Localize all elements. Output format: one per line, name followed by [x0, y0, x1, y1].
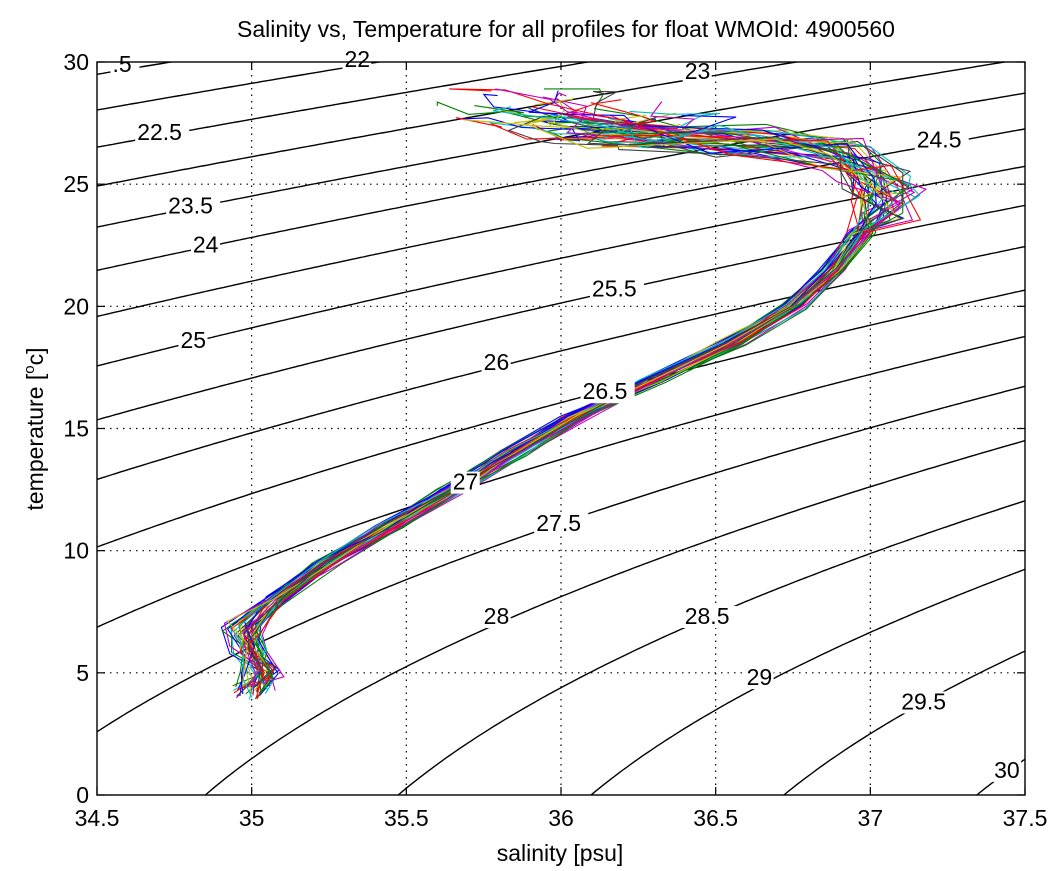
contour-label: 25 [181, 327, 207, 353]
contour-label: 22.5 [137, 119, 182, 145]
contour-label: 29.5 [901, 688, 946, 714]
profile-line [254, 105, 884, 700]
contour-label-bg [589, 278, 644, 301]
contour-label: 26.5 [583, 378, 628, 404]
x-tick-label: 37 [858, 805, 884, 831]
y-tick-label: 20 [63, 293, 89, 319]
density-contour-26-5 [97, 289, 1025, 548]
x-axis-label: salinity [psu] [497, 840, 624, 866]
contour-label-bg [534, 513, 589, 536]
contour-label-bg [481, 605, 511, 628]
contour-label-bg [899, 691, 954, 714]
contour-label: .5 [112, 51, 131, 77]
density-contour-22-5 [97, 62, 592, 148]
contour-label: 24 [193, 232, 219, 258]
x-tick-label: 35 [239, 805, 265, 831]
y-tick-label: 0 [76, 782, 89, 808]
profile-line [226, 119, 900, 686]
ticks: 34.5 35 35.5 36 36.5 37 37.5 0 5 10 15 20 25 30 [63, 49, 1047, 831]
contour-label-bg [914, 129, 969, 152]
x-tick-label: 36 [548, 805, 574, 831]
contour-label-bg [682, 605, 737, 628]
contour-label-bg [450, 471, 480, 494]
y-tick-label: 10 [63, 538, 89, 564]
y-axis-label-degree: o [21, 365, 38, 373]
contour-label: 26 [484, 349, 510, 375]
profile-line [248, 88, 922, 693]
profile-line [232, 106, 876, 698]
contour-label: 22 [344, 46, 370, 72]
y-axis-label-main: temperature [ [22, 373, 48, 510]
profile-line [243, 88, 901, 696]
density-contour-26 [97, 245, 1025, 481]
y-axis-label: temperature [oc] [21, 347, 48, 510]
density-contour-24 [97, 92, 1025, 272]
contour-label: 28.5 [685, 603, 730, 629]
contour-label-bg [135, 122, 190, 145]
contour-label: 30 [994, 757, 1020, 783]
contour-label-bg [190, 234, 220, 257]
contour-label-bg [992, 759, 1022, 782]
y-tick-label: 5 [76, 660, 89, 686]
profile-line [236, 115, 887, 697]
contour-label: 25.5 [592, 276, 637, 302]
y-axis-label-unit: c] [22, 347, 48, 365]
contour-label-bg [342, 48, 372, 71]
contour-label-bg [580, 381, 635, 404]
contour-label-bg [744, 667, 774, 690]
contour-label: 23.5 [168, 192, 213, 218]
contour-label: 24.5 [917, 127, 962, 153]
contour-label: 29 [747, 664, 773, 690]
y-tick-label: 30 [63, 49, 89, 75]
x-tick-label: 36.5 [693, 805, 738, 831]
contour-label: 27.5 [536, 510, 581, 536]
x-tick-label: 37.5 [1003, 805, 1048, 831]
contour-label-bg [481, 351, 511, 374]
density-contour-28 [204, 439, 1025, 795]
contour-label-bg [166, 195, 221, 218]
ts-profiles [220, 88, 928, 700]
plot-area: .5 2222.52323.52424.52525.52626.52727.528… [63, 46, 1047, 831]
density-contour-27 [97, 335, 1025, 628]
density-contour-29-5 [782, 650, 1025, 795]
contour-label-bg [682, 61, 712, 84]
profile-line [255, 120, 911, 694]
y-tick-label: 25 [63, 171, 89, 197]
chart-title: Salinity vs, Temperature for all profile… [237, 16, 895, 42]
contour-label-bg [110, 53, 140, 76]
y-tick-label: 15 [63, 416, 89, 442]
contour-labels: .5 2222.52323.52424.52525.52626.52727.528… [110, 46, 1022, 783]
density-contour-22 [97, 62, 384, 111]
contour-label-bg [178, 329, 208, 352]
x-tick-label: 35.5 [384, 805, 429, 831]
density-contour-29 [589, 568, 1025, 795]
contour-label: 27 [453, 469, 479, 495]
profile-line [246, 128, 904, 689]
contour-label: 28 [484, 603, 510, 629]
x-tick-label: 34.5 [75, 805, 120, 831]
density-contour-23 [97, 62, 801, 187]
